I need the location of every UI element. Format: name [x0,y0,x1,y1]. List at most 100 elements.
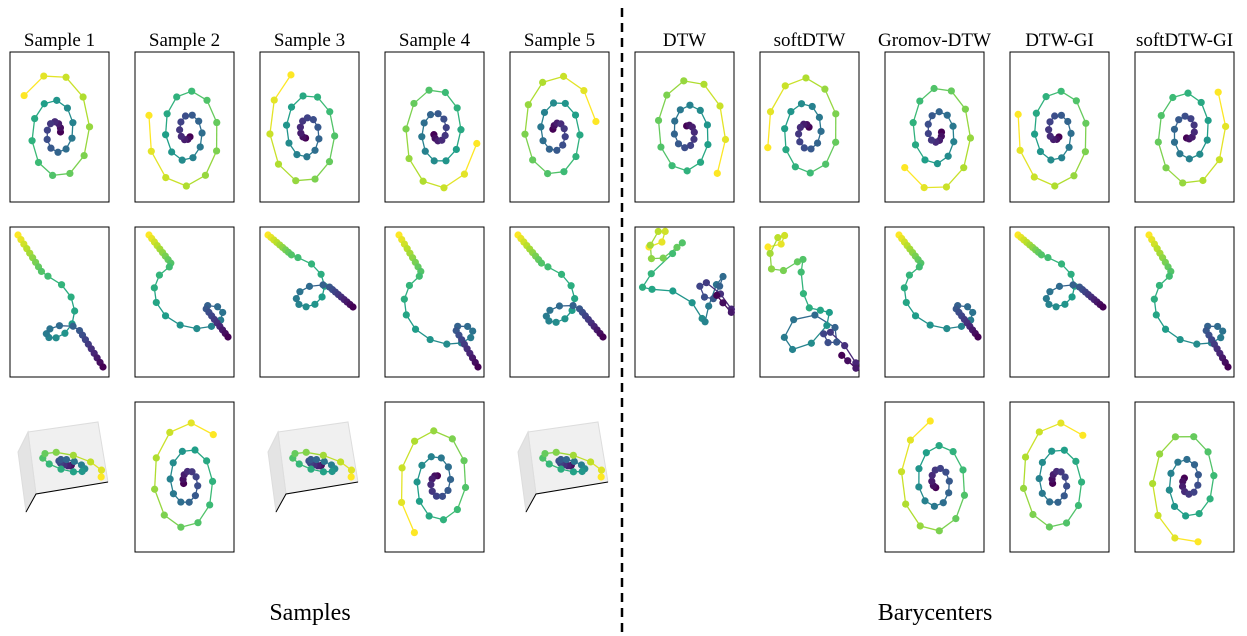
segment [1218,126,1227,160]
panel [509,51,610,203]
point [315,135,323,143]
point [457,126,465,134]
point [1048,447,1056,455]
point [1167,469,1175,478]
point [295,460,303,468]
point [441,88,449,97]
segment [153,457,157,490]
point [1184,89,1192,97]
point [524,101,532,109]
segment [456,487,467,510]
point [441,131,449,140]
column-title: softDTW-GI [1136,30,1233,51]
point [638,283,647,291]
point [905,271,914,279]
point [1176,150,1184,158]
point [444,463,452,471]
segment [209,481,214,505]
point [460,457,468,465]
point [303,153,311,161]
segment [463,143,478,175]
point [1219,327,1227,335]
point [943,325,951,333]
panel-frame [509,226,610,378]
segment [1159,436,1176,455]
point [99,363,107,371]
segment [805,77,826,90]
point [287,251,296,259]
point [1038,458,1047,467]
point [916,522,924,530]
point [421,147,429,155]
point [1067,129,1075,138]
point [430,427,438,435]
point [319,451,327,459]
point [1224,363,1232,371]
segment [422,180,445,189]
segment [900,471,907,505]
column-title: softDTW [774,30,846,51]
point [1047,156,1055,164]
point [561,315,569,323]
point [303,114,312,122]
point [296,288,304,296]
point [719,272,727,281]
point [169,490,178,498]
point [944,152,952,160]
point [415,497,424,505]
point [55,322,64,330]
panel [134,226,235,378]
segment [463,460,467,488]
point [1061,473,1069,481]
segment [563,75,585,92]
point [420,119,428,127]
point [571,111,580,119]
point [647,270,655,278]
point [780,333,788,341]
point [1042,294,1050,303]
point [57,465,65,473]
point [297,129,305,137]
point [309,116,317,124]
point [1065,143,1073,151]
point [437,454,445,462]
point [669,287,677,295]
column-title: Sample 4 [399,30,471,51]
point [198,129,206,137]
segment [716,139,727,174]
panel-frame [884,401,985,553]
point [173,93,181,101]
point [52,448,60,456]
point [194,482,202,490]
point [521,130,529,138]
point [688,299,696,307]
segment [329,111,336,137]
point [425,86,433,94]
point [969,308,977,317]
segment [769,85,786,113]
point [949,447,957,456]
point [20,91,28,100]
point [1190,121,1198,129]
point [815,113,824,121]
point [949,122,957,130]
point [690,128,698,136]
point [805,304,813,312]
point [453,505,461,514]
point [719,299,727,307]
panel [1009,401,1110,553]
column-title: Sample 5 [524,30,595,51]
segment [904,167,925,189]
point [552,318,560,326]
point [46,120,55,128]
point [163,110,171,118]
point [1190,433,1198,441]
point [1079,431,1087,439]
point [788,345,797,354]
point [37,267,46,276]
point [592,117,600,126]
point [546,306,554,314]
point [152,298,160,307]
point [1069,281,1077,289]
panel-frame [259,51,360,203]
